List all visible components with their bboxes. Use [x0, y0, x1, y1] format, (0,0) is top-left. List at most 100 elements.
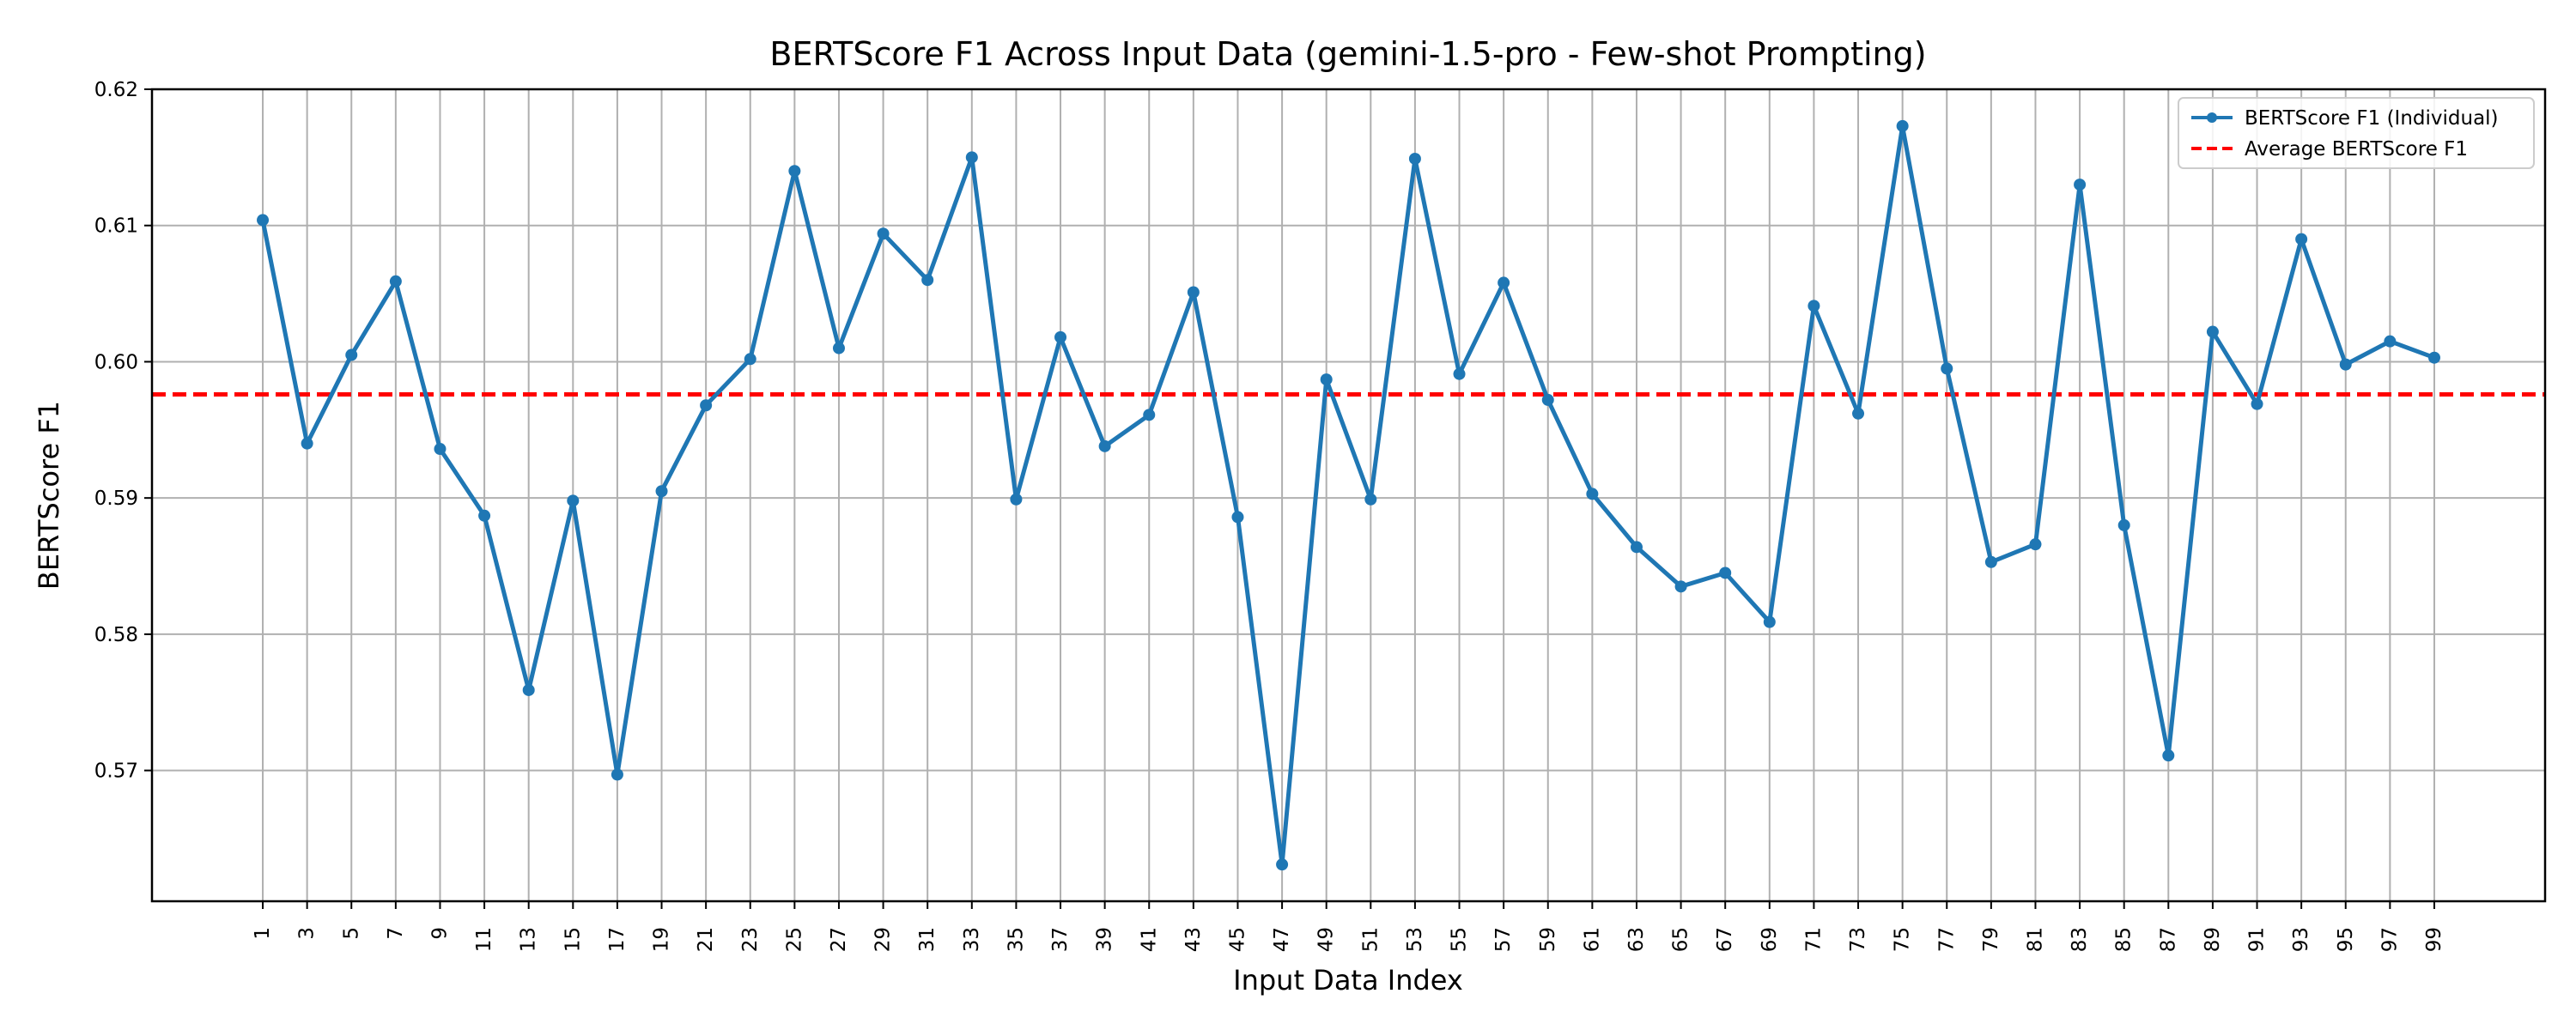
y-axis-ticks: 0.57 0.58 0.59 0.60 0.61 0.62: [94, 79, 152, 783]
x-tick-label: 95: [2335, 927, 2357, 952]
data-point: [1187, 286, 1200, 299]
y-tick-label: 0.58: [94, 624, 138, 646]
data-point: [2384, 335, 2397, 348]
data-point: [1586, 488, 1599, 500]
data-point: [522, 683, 535, 696]
x-tick-label: 3: [296, 927, 319, 940]
x-tick-label: 25: [783, 927, 805, 952]
legend-frame: [2178, 97, 2535, 169]
data-point: [1143, 409, 1156, 421]
x-tick-label: 39: [1094, 927, 1116, 952]
data-point: [1010, 493, 1023, 506]
data-point: [1054, 330, 1067, 343]
data-point: [257, 214, 270, 227]
data-point: [1231, 511, 1244, 524]
x-tick-label: 41: [1138, 927, 1160, 952]
x-tick-label: 19: [651, 927, 673, 952]
data-point: [832, 342, 845, 354]
x-tick-label: 27: [828, 927, 850, 952]
data-point: [389, 275, 402, 288]
data-point: [1630, 541, 1643, 554]
x-tick-label: 79: [1980, 927, 2002, 952]
x-tick-label: 37: [1049, 927, 1072, 952]
data-point: [345, 348, 358, 361]
x-tick-label: 43: [1182, 927, 1205, 952]
data-point: [567, 494, 580, 507]
x-tick-label: 83: [2069, 927, 2091, 952]
data-point: [2427, 351, 2440, 364]
data-point: [1807, 300, 1820, 312]
y-tick-label: 0.59: [94, 488, 138, 510]
x-tick-label: 55: [1449, 927, 1471, 952]
data-point: [1276, 858, 1289, 871]
data-point: [478, 509, 491, 522]
y-tick-label: 0.62: [94, 79, 138, 101]
x-tick-label: 57: [1492, 927, 1515, 952]
data-point: [1453, 367, 1466, 380]
x-tick-label: 1: [252, 927, 274, 940]
data-point: [921, 274, 934, 287]
x-tick-label: 49: [1315, 927, 1338, 952]
data-point: [2251, 397, 2263, 410]
x-tick-label: 71: [1802, 927, 1825, 952]
y-tick-label: 0.57: [94, 760, 138, 783]
data-point: [2339, 358, 2352, 371]
data-point: [2117, 518, 2130, 531]
data-point: [1984, 555, 1997, 568]
x-tick-label: 81: [2024, 927, 2046, 952]
legend-label-average: Average BERTScore F1: [2245, 138, 2468, 161]
data-point: [877, 227, 890, 240]
x-tick-label: 47: [1271, 927, 1293, 952]
data-point: [1896, 119, 1909, 132]
y-tick-label: 0.61: [94, 215, 138, 238]
data-point: [1320, 373, 1333, 386]
legend: BERTScore F1 (Individual) Average BERTSc…: [2178, 97, 2535, 169]
x-tick-label: 85: [2113, 927, 2136, 952]
x-tick-label: 51: [1359, 927, 1382, 952]
x-tick-label: 93: [2290, 927, 2312, 952]
y-tick-label: 0.60: [94, 351, 138, 373]
data-point: [965, 151, 978, 164]
x-tick-label: 13: [518, 927, 540, 952]
data-point: [1941, 362, 1953, 375]
x-tick-label: 75: [1892, 927, 1914, 952]
data-point: [434, 443, 447, 456]
data-point: [700, 399, 713, 412]
x-tick-label: 59: [1537, 927, 1559, 952]
x-tick-label: 73: [1847, 927, 1869, 952]
x-tick-label: 11: [473, 927, 495, 952]
data-point: [1408, 152, 1421, 165]
data-point: [655, 485, 668, 498]
x-tick-label: 69: [1759, 927, 1781, 952]
x-axis-label: Input Data Index: [1233, 964, 1463, 997]
x-tick-label: 31: [916, 927, 939, 952]
x-tick-label: 7: [385, 927, 407, 940]
x-tick-label: 77: [1935, 927, 1958, 952]
x-tick-label: 87: [2157, 927, 2179, 952]
data-point: [1498, 276, 1510, 289]
data-point: [1364, 493, 1377, 506]
x-tick-label: 5: [340, 927, 362, 940]
data-point: [1674, 580, 1687, 593]
data-point: [2206, 325, 2219, 338]
data-point: [2029, 538, 2042, 551]
series-layer: [257, 119, 2440, 871]
data-point: [1763, 615, 1776, 628]
x-tick-label: 91: [2246, 927, 2269, 952]
legend-label-individual: BERTScore F1 (Individual): [2245, 107, 2499, 130]
data-point: [1852, 407, 1865, 420]
x-tick-label: 99: [2423, 927, 2445, 952]
data-point: [744, 353, 756, 366]
x-tick-label: 17: [606, 927, 629, 952]
x-tick-label: 63: [1625, 927, 1648, 952]
x-tick-label: 45: [1226, 927, 1249, 952]
x-axis-ticks: 1 3 5 7 9 11 13 15 17 19 21 23 25 27 29 31 33 35 37 39 41 43 4…: [252, 901, 2445, 952]
x-tick-label: 35: [1005, 927, 1027, 952]
x-tick-label: 33: [961, 927, 983, 952]
x-tick-label: 67: [1714, 927, 1736, 952]
x-tick-label: 65: [1670, 927, 1692, 952]
x-tick-label: 15: [562, 927, 584, 952]
x-tick-label: 23: [739, 927, 762, 952]
